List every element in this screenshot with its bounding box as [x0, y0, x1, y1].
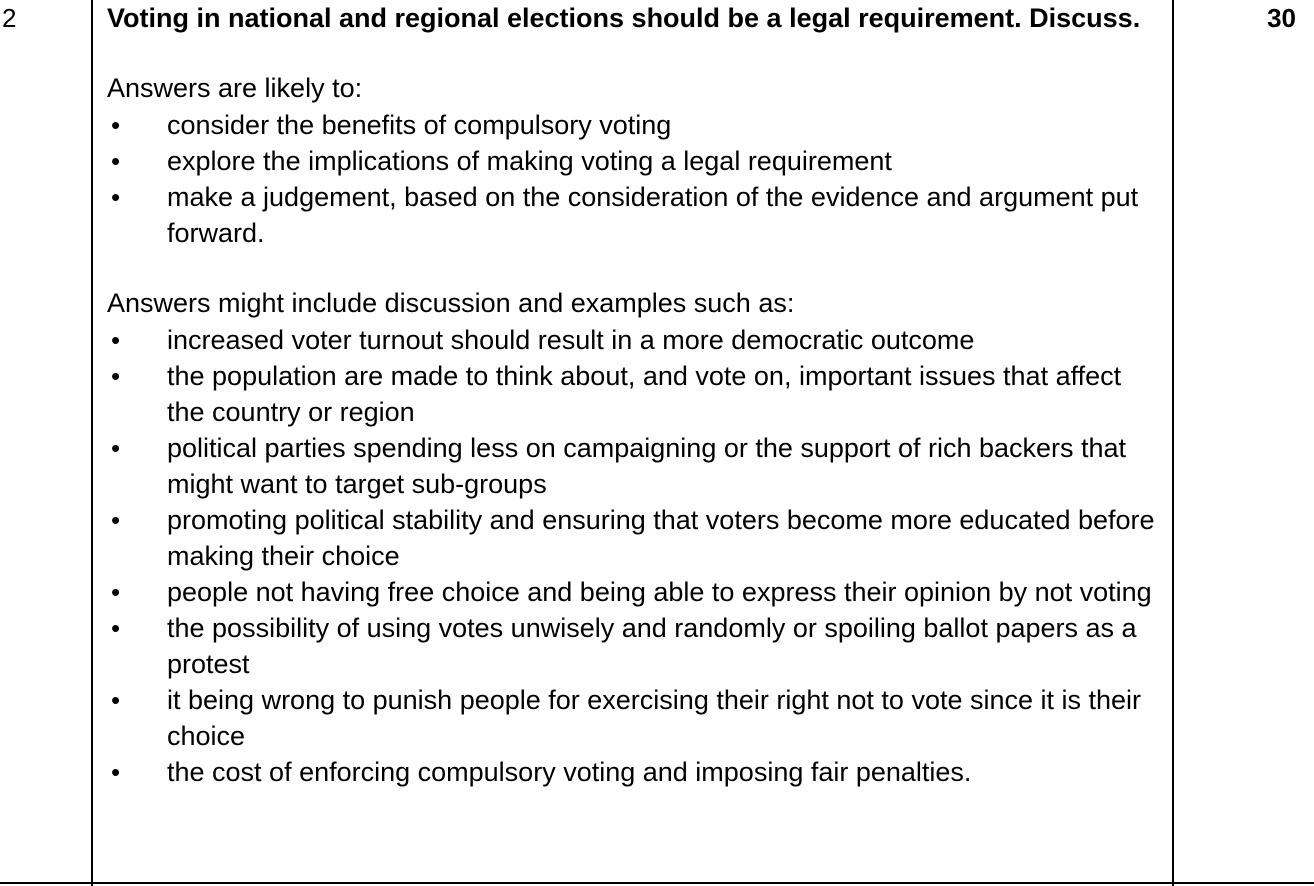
- list-item: • political parties spending less on camp…: [107, 430, 1162, 502]
- section2-intro: Answers might include discussion and exa…: [107, 288, 795, 318]
- guidance-cell: Voting in national and regional election…: [107, 0, 1162, 790]
- list-item: • the population are made to think about,…: [107, 358, 1162, 430]
- list-item-text: the possibility of using votes unwisely …: [167, 613, 1137, 679]
- list-item-text: the population are made to think about, …: [167, 361, 1122, 427]
- bullet-icon: •: [111, 433, 121, 463]
- section1-intro: Answers are likely to:: [107, 73, 363, 103]
- bullet-icon: •: [111, 361, 121, 391]
- section1-list: • consider the benefits of compulsory vot…: [107, 107, 1162, 251]
- bullet-icon: •: [111, 757, 121, 787]
- bullet-icon: •: [111, 613, 121, 643]
- question-text: Voting in national and regional election…: [107, 3, 1141, 33]
- list-item: • consider the benefits of compulsory vot…: [107, 107, 1162, 143]
- list-item: • people not having free choice and being…: [107, 574, 1162, 610]
- question-number: 2: [2, 3, 17, 33]
- section2-list: • increased voter turnout should result i…: [107, 322, 1162, 790]
- bullet-icon: •: [111, 110, 121, 140]
- list-item-text: the cost of enforcing compulsory voting …: [167, 757, 972, 787]
- list-item: • it being wrong to punish people for exe…: [107, 682, 1162, 754]
- list-item-text: political parties spending less on campa…: [167, 433, 1127, 499]
- bullet-icon: •: [111, 577, 121, 607]
- bullet-icon: •: [111, 685, 121, 715]
- list-item: • promoting political stability and ensur…: [107, 502, 1162, 574]
- list-item: • explore the implications of making voti…: [107, 143, 1162, 179]
- bullet-icon: •: [111, 146, 121, 176]
- bullet-icon: •: [111, 182, 121, 212]
- list-item-text: make a judgement, based on the considera…: [167, 182, 1139, 248]
- list-item-text: explore the implications of making votin…: [167, 146, 892, 176]
- marks-value: 30: [1267, 3, 1296, 33]
- row-bottom-border: [0, 882, 1314, 884]
- list-item: • make a judgement, based on the consider…: [107, 179, 1162, 251]
- list-item: • increased voter turnout should result i…: [107, 322, 1162, 358]
- list-item-text: increased voter turnout should result in…: [167, 325, 975, 355]
- list-item: • the cost of enforcing compulsory voting…: [107, 754, 1162, 790]
- column-divider-right: [1172, 0, 1174, 886]
- list-item: • the possibility of using votes unwisely…: [107, 610, 1162, 682]
- list-item-text: people not having free choice and being …: [167, 577, 1152, 607]
- column-divider-left: [91, 0, 93, 886]
- bullet-icon: •: [111, 505, 121, 535]
- list-item-text: it being wrong to punish people for exer…: [167, 685, 1142, 751]
- bullet-icon: •: [111, 325, 121, 355]
- list-item-text: consider the benefits of compulsory voti…: [167, 110, 672, 140]
- list-item-text: promoting political stability and ensuri…: [167, 505, 1155, 571]
